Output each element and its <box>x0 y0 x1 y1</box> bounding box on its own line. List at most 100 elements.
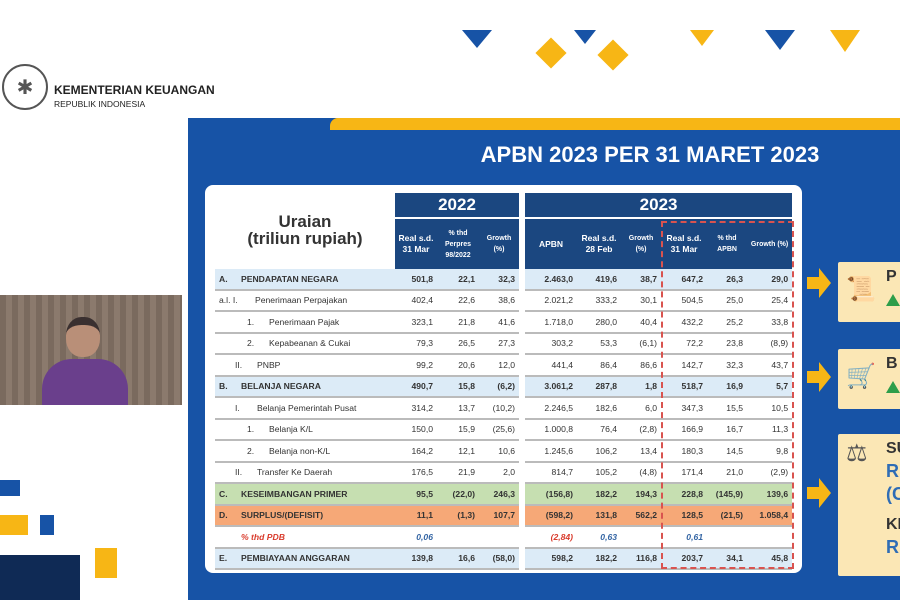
speaker-figure <box>42 317 128 405</box>
column-gap <box>519 462 526 484</box>
video-feed[interactable] <box>0 295 182 405</box>
row-label: 1. Penerimaan Pajak <box>215 312 395 334</box>
cell-value: 12,0 <box>479 355 520 377</box>
cell-value: 38,7 <box>621 269 662 291</box>
decor-diamond <box>690 30 714 46</box>
cell-value: 26,5 <box>437 334 479 355</box>
uraian-unit: (triliun rupiah) <box>247 229 363 248</box>
summary-box-balance: ⚖ SU R (C KE R <box>838 434 900 576</box>
row-label: D. SURPLUS/(DEFISIT) <box>215 505 395 527</box>
cell-value: 814,7 <box>525 463 578 484</box>
row-prefix: II. <box>235 467 243 478</box>
row-name: PNBP <box>257 359 281 370</box>
cell-value: 72,2 <box>661 334 708 355</box>
table-row: I. Belanja Pemerintah Pusat 314,2 13,7 (10,2… <box>215 398 793 420</box>
year-2022-header: 2022 <box>395 193 520 219</box>
column-gap <box>519 548 526 570</box>
cell-value: 29,0 <box>747 269 793 291</box>
row-label: II. PNBP <box>215 355 395 377</box>
cell-value: 150,0 <box>395 420 437 441</box>
cell-value: 166,9 <box>661 420 708 441</box>
cell-value <box>437 527 479 549</box>
decor-diamond <box>535 37 567 69</box>
cell-value: 1,8 <box>621 376 662 398</box>
decor-diamond <box>597 39 629 71</box>
cell-value: 33,8 <box>747 312 793 334</box>
cell-value: 228,8 <box>661 484 708 506</box>
cell-value: 95,5 <box>395 484 437 506</box>
cell-value: 419,6 <box>577 269 622 291</box>
cell-value: 1.718,0 <box>525 312 578 334</box>
cell-value: 15,9 <box>437 420 479 441</box>
cell-value: 25,0 <box>707 291 748 312</box>
cell-value: 9,8 <box>747 441 793 463</box>
cell-value: 3.061,2 <box>525 376 578 398</box>
cell-value: 14,5 <box>707 441 748 463</box>
cell-value: 105,2 <box>577 463 622 484</box>
year-2023-header: 2023 <box>525 193 793 219</box>
row-label: a.l. I. Penerimaan Perpajakan <box>215 291 395 312</box>
column-gap <box>519 527 526 549</box>
cell-value: 287,8 <box>577 376 622 398</box>
cell-value: 0,06 <box>395 527 437 549</box>
cell-value: 76,4 <box>577 420 622 441</box>
cell-value: 99,2 <box>395 355 437 377</box>
row-prefix: 1. <box>247 316 255 327</box>
cell-value: 562,2 <box>621 505 662 527</box>
cell-value <box>621 527 662 549</box>
cell-value: 142,7 <box>661 355 708 377</box>
cell-value: 314,2 <box>395 398 437 420</box>
cell-value: (21,5) <box>707 505 748 527</box>
apbn-table: Uraian (triliun rupiah) 2022 2023 Real s.… <box>215 193 793 570</box>
row-prefix: D. <box>219 510 228 521</box>
cell-value: 171,4 <box>661 463 708 484</box>
table-row: 1. Belanja K/L 150,0 15,9 (25,6) 1.000,8 76,4(… <box>215 419 793 441</box>
row-name: BELANJA NEGARA <box>241 381 321 392</box>
cell-value <box>747 527 793 549</box>
box-title: B <box>886 355 898 372</box>
column-gap <box>519 398 526 420</box>
cell-value: 13,7 <box>437 398 479 420</box>
cell-value: 182,6 <box>577 398 622 420</box>
cell-value: 5,7 <box>747 376 793 398</box>
cell-value: 21,9 <box>437 463 479 484</box>
table-row: a.l. I. Penerimaan Perpajakan 402,4 22,6 38,… <box>215 290 793 312</box>
column-header: % thd Perpres 98/2022 <box>437 219 479 269</box>
row-prefix: I. <box>235 402 240 413</box>
apbn-table-card: Uraian (triliun rupiah) 2022 2023 Real s.… <box>205 185 802 573</box>
row-name: SURPLUS/(DEFISIT) <box>241 510 324 521</box>
arrow-right-icon <box>807 478 831 508</box>
row-name: PEMBIAYAAN ANGGARAN <box>241 553 350 564</box>
cell-value: 441,4 <box>525 355 578 377</box>
row-label: 1. Belanja K/L <box>215 420 395 441</box>
cell-value: 647,2 <box>661 269 708 291</box>
cell-value: 180,3 <box>661 441 708 463</box>
column-gap <box>519 419 526 441</box>
cell-value: 1.000,8 <box>525 420 578 441</box>
cell-value: (4,8) <box>621 463 662 484</box>
cell-value: 518,7 <box>661 376 708 398</box>
cell-value: 246,3 <box>479 484 520 506</box>
cell-value: 32,3 <box>707 355 748 377</box>
org-subtitle: REPUBLIK INDONESIA <box>54 99 146 109</box>
box-title: SU <box>886 440 900 457</box>
triangle-up-icon <box>886 294 900 306</box>
cell-value: 333,2 <box>577 291 622 312</box>
cell-value: 30,1 <box>621 291 662 312</box>
cell-value: 23,8 <box>707 334 748 355</box>
row-label: E. PEMBIAYAAN ANGGARAN <box>215 548 395 570</box>
cell-value: 53,3 <box>577 334 622 355</box>
cell-value: (22,0) <box>437 484 479 506</box>
column-header: Real s.d. 31 Mar <box>661 219 708 269</box>
cell-value: 25,4 <box>747 291 793 312</box>
cell-value: 182,2 <box>577 484 622 506</box>
column-header: APBN <box>525 219 578 269</box>
cell-value: 164,2 <box>395 441 437 463</box>
accent-bar <box>330 118 900 130</box>
cell-value: 323,1 <box>395 312 437 334</box>
row-prefix: B. <box>219 381 228 392</box>
cell-value: 15,8 <box>437 376 479 398</box>
cell-value: 347,3 <box>661 398 708 420</box>
table-row: A. PENDAPATAN NEGARA 501,8 22,1 32,3 2.463,0 4… <box>215 269 793 291</box>
row-name: % thd PDB <box>241 531 285 542</box>
